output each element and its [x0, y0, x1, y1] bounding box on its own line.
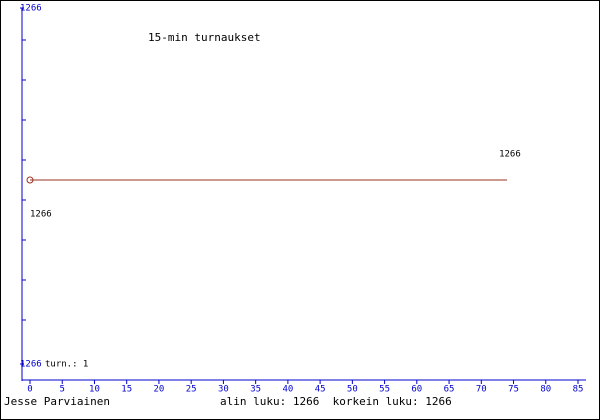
x-tick-label: 75 — [508, 385, 519, 395]
chart-title: 15-min turnaukset — [148, 31, 261, 44]
x-tick-label: 65 — [444, 385, 455, 395]
x-tick-label: 25 — [186, 385, 197, 395]
x-tick-label: 30 — [218, 385, 229, 395]
x-tick-label: 40 — [282, 385, 293, 395]
start-marker — [26, 176, 34, 184]
y-minor-ticks — [22, 39, 26, 321]
x-tick-label: 5 — [60, 385, 65, 395]
y-tick-label: 1266 — [20, 360, 42, 370]
count-note: turn.: 1 — [45, 360, 88, 370]
value-label: 1266 — [499, 150, 521, 160]
x-tick-label: 70 — [476, 385, 487, 395]
x-tick-label: 0 — [27, 385, 32, 395]
x-tick-label: 55 — [379, 385, 390, 395]
x-tick-label: 15 — [121, 385, 132, 395]
x-tick-label: 35 — [250, 385, 261, 395]
x-tick-label: 50 — [347, 385, 358, 395]
x-tick-label: 85 — [573, 385, 584, 395]
author: Jesse Parviainen — [4, 395, 110, 408]
stats: alin luku: 1266 korkein luku: 1266 — [220, 395, 452, 408]
x-tick-label: 20 — [154, 385, 165, 395]
x-tick-label: 45 — [315, 385, 326, 395]
y-tick-label: 1266 — [20, 4, 42, 14]
x-tick-label: 80 — [540, 385, 551, 395]
value-label: 1266 — [30, 210, 52, 220]
x-tick-label: 10 — [89, 385, 100, 395]
x-tick-label: 60 — [411, 385, 422, 395]
